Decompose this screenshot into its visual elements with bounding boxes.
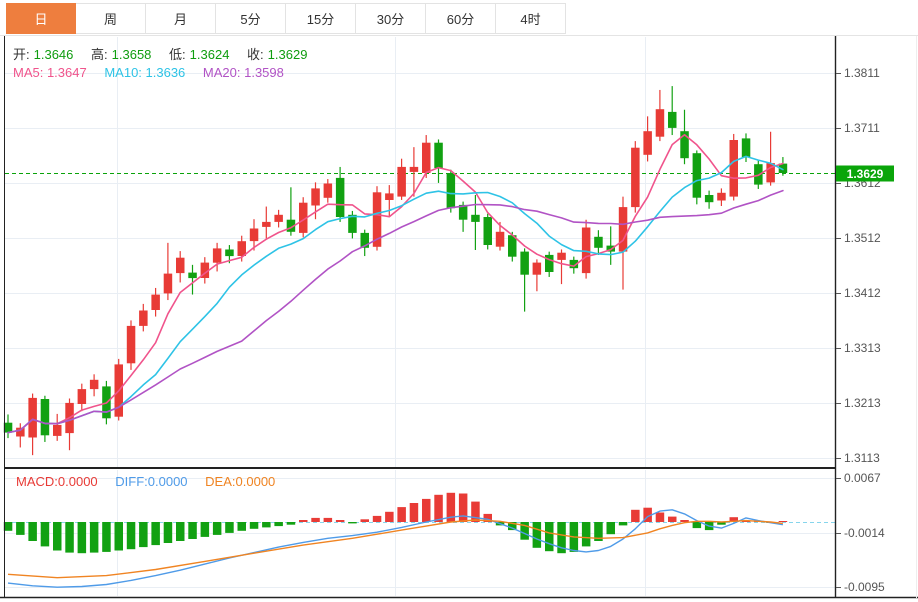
svg-text:0.0067: 0.0067 <box>844 471 881 485</box>
grid-lines <box>5 37 835 596</box>
tab-5min-label: 5分 <box>240 12 261 27</box>
tabbar-divider <box>0 35 918 36</box>
tab-week[interactable]: 周 <box>76 3 146 34</box>
tab-30min-label: 30分 <box>376 12 405 27</box>
ma5-line <box>7 134 784 434</box>
tab-60min-label: 60分 <box>446 12 475 27</box>
svg-text:1.3213: 1.3213 <box>844 396 881 410</box>
svg-text:1.3711: 1.3711 <box>844 121 880 135</box>
svg-text:-0.0095: -0.0095 <box>844 580 885 594</box>
tab-month[interactable]: 月 <box>146 3 216 34</box>
tab-day-label: 日 <box>34 12 48 27</box>
y-axis-labels: 1.38111.37111.36121.35121.34121.33131.32… <box>836 66 885 594</box>
macd-histogram <box>3 492 788 554</box>
tab-15min-label: 15分 <box>306 12 335 27</box>
tab-month-label: 月 <box>173 12 187 27</box>
tab-5min[interactable]: 5分 <box>216 3 286 34</box>
tab-60min[interactable]: 60分 <box>426 3 496 34</box>
svg-text:1.3811: 1.3811 <box>844 66 880 80</box>
current-price-tag: 1.3629 <box>836 165 894 182</box>
svg-text:1.3113: 1.3113 <box>844 451 880 465</box>
tab-30min[interactable]: 30分 <box>356 3 426 34</box>
tab-4hour[interactable]: 4时 <box>496 3 566 34</box>
svg-text:-0.0014: -0.0014 <box>844 526 885 540</box>
svg-text:1.3313: 1.3313 <box>844 341 881 355</box>
tab-day[interactable]: 日 <box>6 3 76 34</box>
diff-line <box>7 509 784 588</box>
svg-text:1.3629: 1.3629 <box>847 167 884 181</box>
svg-text:1.3412: 1.3412 <box>844 286 881 300</box>
chart-borders <box>0 36 918 599</box>
dea-line <box>7 519 783 579</box>
interval-tabbar: 日 周 月 5分 15分 30分 60分 4时 <box>6 3 566 34</box>
ma20-line <box>7 189 784 434</box>
svg-text:1.3512: 1.3512 <box>844 231 881 245</box>
tab-4hour-label: 4时 <box>520 12 541 27</box>
tab-week-label: 周 <box>103 12 117 27</box>
tab-15min[interactable]: 15分 <box>286 3 356 34</box>
